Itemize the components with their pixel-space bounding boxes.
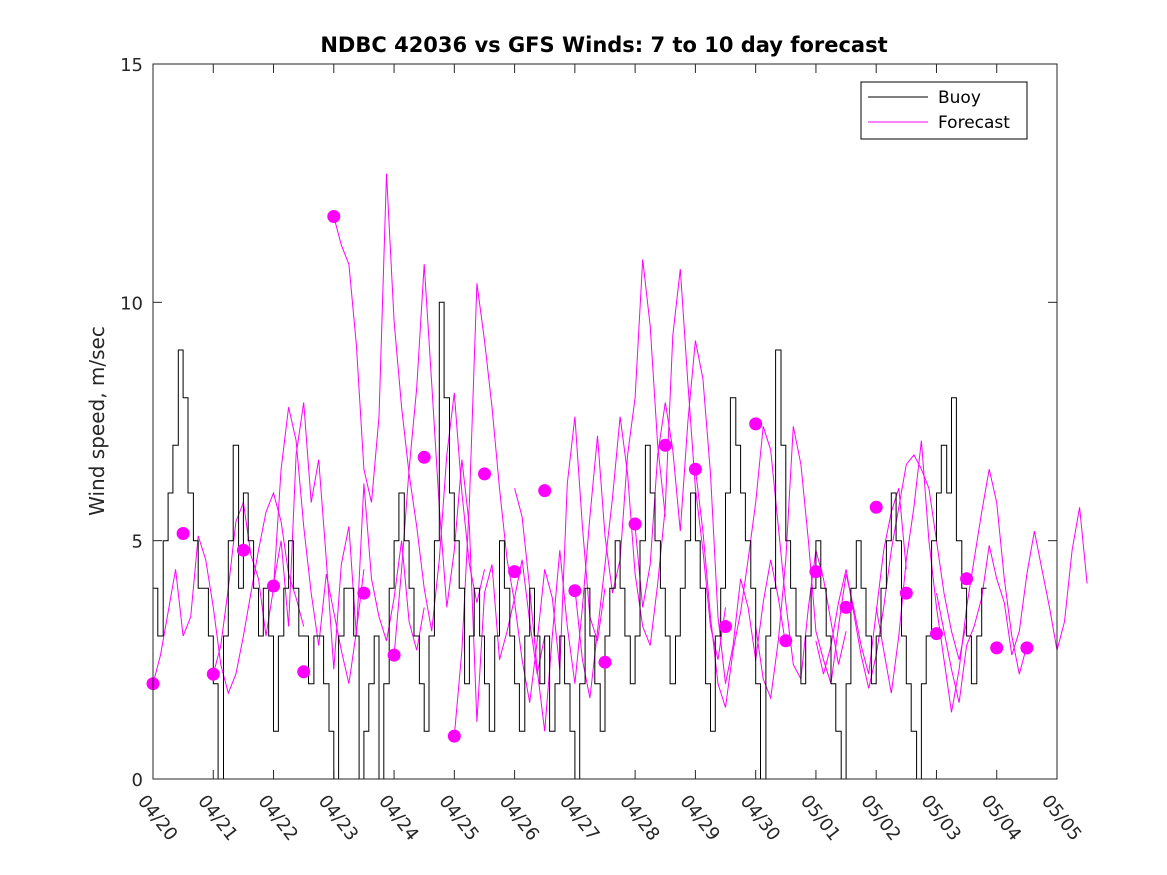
forecast-marker: [176, 527, 190, 540]
forecast-marker: [719, 620, 732, 633]
x-tick-label: 05/01: [796, 791, 844, 845]
buoy-series-line: [153, 301, 987, 780]
forecast-run-line: [514, 259, 666, 732]
forecast-run-line: [453, 283, 606, 737]
forecast-marker: [478, 467, 491, 481]
forecast-marker: [688, 462, 702, 476]
x-tick-label: 05/04: [977, 791, 1025, 845]
forecast-marker: [357, 586, 371, 600]
forecast-marker: [628, 517, 642, 531]
forecast-marker: [930, 627, 943, 641]
legend-label-forecast: Forecast: [938, 113, 1010, 133]
forecast-marker: [206, 667, 220, 681]
forecast-marker: [899, 586, 913, 600]
forecast-marker: [568, 584, 582, 598]
y-tick-label: 0: [132, 770, 143, 791]
forecast-marker: [447, 729, 461, 743]
forecast-marker: [658, 438, 672, 452]
forecast-run-line: [936, 507, 1088, 703]
legend: Buoy Forecast: [860, 81, 1028, 140]
x-tick-label: 04/25: [434, 791, 482, 845]
forecast-marker: [1020, 641, 1034, 655]
x-tick-label: 04/23: [314, 791, 362, 845]
forecast-marker: [749, 417, 763, 431]
forecast-marker: [267, 579, 280, 593]
forecast-marker: [297, 665, 311, 679]
x-tick-label: 05/02: [856, 791, 904, 845]
x-tick-label: 04/20: [133, 791, 181, 845]
axes-box: [152, 63, 1058, 780]
series-layer: [146, 173, 1088, 780]
x-tick-label: 04/27: [555, 791, 603, 845]
x-tick-label: 04/26: [495, 791, 543, 845]
forecast-run-line: [634, 340, 787, 684]
legend-box: [860, 81, 1028, 140]
forecast-run-line: [574, 268, 726, 699]
forecast-run-line: [815, 453, 968, 689]
forecast-marker: [779, 634, 793, 648]
forecast-marker: [538, 484, 552, 498]
forecast-marker: [598, 655, 612, 669]
x-tick-label: 04/28: [615, 791, 663, 845]
y-tick-label: 15: [120, 55, 143, 76]
forecast-marker: [869, 500, 883, 514]
forecast-run-line: [273, 402, 425, 670]
forecast-marker: [839, 600, 853, 614]
x-tick-label: 04/30: [736, 791, 784, 845]
x-tick-label: 04/29: [675, 791, 723, 845]
forecast-marker: [417, 450, 431, 464]
y-tick-label: 10: [120, 293, 143, 314]
x-tick-label: 05/05: [1037, 791, 1085, 845]
x-tick-label: 04/22: [254, 791, 302, 845]
chart-title: NDBC 42036 vs GFS Winds: 7 to 10 day for…: [320, 33, 887, 57]
forecast-marker: [960, 572, 974, 586]
x-tick-label: 05/03: [917, 791, 965, 845]
x-tick-label: 04/24: [374, 791, 422, 845]
forecast-marker: [327, 210, 341, 223]
forecast-marker: [508, 565, 522, 579]
y-tick-label: 5: [132, 532, 143, 553]
y-axis-label: Wind speed, m/sec: [85, 326, 109, 516]
forecast-marker: [809, 565, 823, 579]
forecast-marker: [387, 648, 401, 662]
legend-label-buoy: Buoy: [938, 88, 981, 108]
forecast-marker: [236, 543, 250, 557]
forecast-marker: [990, 641, 1004, 655]
x-tick-label: 04/21: [193, 791, 241, 845]
